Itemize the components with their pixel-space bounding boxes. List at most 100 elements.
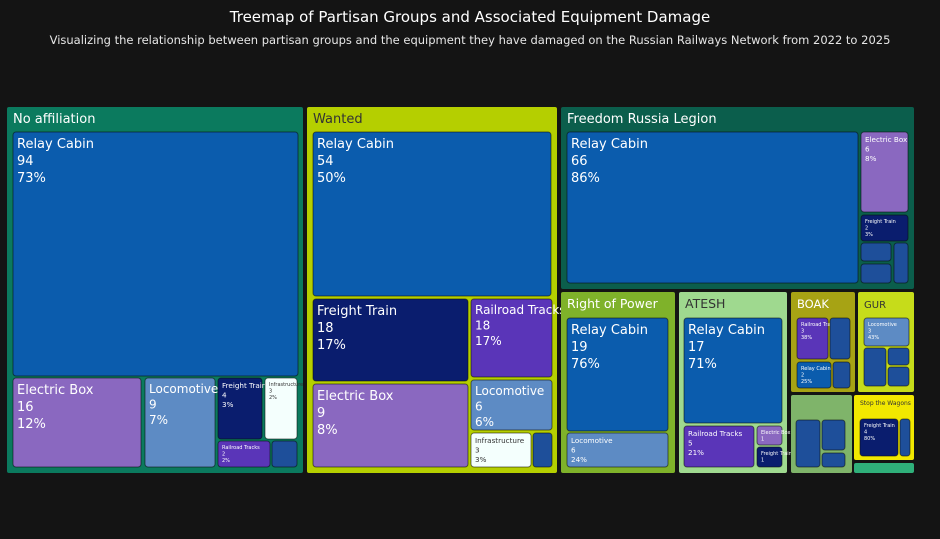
treemap-tile-relay-cabin[interactable]: Relay Cabin 54 50% bbox=[312, 131, 552, 297]
tile-percent: 3% bbox=[222, 400, 234, 409]
treemap-tile-small[interactable] bbox=[532, 432, 553, 468]
tile-rect[interactable] bbox=[860, 131, 909, 213]
tile-value: 3 bbox=[269, 389, 272, 395]
tile-label: Infrastructure bbox=[269, 382, 303, 388]
tile-rect[interactable] bbox=[796, 317, 829, 360]
tile-rect[interactable] bbox=[756, 425, 783, 446]
treemap-tile-small[interactable] bbox=[795, 419, 821, 468]
tile-rect[interactable] bbox=[821, 452, 846, 468]
treemap-tile-small[interactable] bbox=[887, 347, 910, 366]
tile-rect[interactable] bbox=[821, 419, 846, 451]
tile-rect[interactable] bbox=[312, 298, 469, 382]
tile-rect[interactable] bbox=[860, 214, 909, 242]
group-tile-unlabeled[interactable] bbox=[854, 463, 914, 473]
tile-rect[interactable] bbox=[832, 361, 851, 389]
tile-rect[interactable] bbox=[217, 440, 271, 468]
tile-rect[interactable] bbox=[470, 379, 553, 431]
tile-rect[interactable] bbox=[566, 432, 669, 468]
tile-label: Freight Train bbox=[865, 219, 896, 225]
treemap-group-atesh[interactable]: ATESH Relay Cabin 17 71% Railroad Tracks521%… bbox=[679, 292, 792, 473]
treemap-tile-relay-cabin[interactable]: Relay Cabin 17 71% bbox=[683, 317, 783, 424]
tile-rect[interactable] bbox=[860, 242, 892, 262]
tile-rect[interactable] bbox=[264, 377, 298, 440]
tile-rect[interactable] bbox=[860, 263, 892, 284]
tile-rect[interactable] bbox=[887, 366, 910, 387]
tile-rect[interactable] bbox=[863, 317, 910, 347]
tile-rect[interactable] bbox=[859, 418, 899, 457]
treemap-tile-relay-cabin[interactable]: Relay Cabin 94 73% bbox=[12, 131, 299, 377]
treemap-tile-small[interactable] bbox=[829, 317, 851, 360]
treemap-tile-small[interactable] bbox=[887, 366, 910, 387]
treemap-tile-small[interactable] bbox=[899, 418, 911, 457]
tile-rect[interactable] bbox=[796, 361, 832, 389]
tile-rect[interactable] bbox=[271, 440, 298, 468]
tile-rect[interactable] bbox=[683, 317, 783, 424]
tile-value: 6 bbox=[571, 446, 576, 455]
tile-rect[interactable] bbox=[217, 377, 263, 440]
treemap-tile-relay-cabin[interactable]: Relay Cabin 19 76% bbox=[566, 317, 669, 432]
tile-rect[interactable] bbox=[887, 347, 910, 366]
treemap-group-freedom-russia-legion[interactable]: Freedom Russia Legion Relay Cabin 66 86% Ele… bbox=[561, 107, 914, 289]
treemap-tile-small[interactable] bbox=[832, 361, 851, 389]
treemap-group-unlabeled[interactable] bbox=[791, 395, 852, 473]
tile-rect[interactable] bbox=[312, 131, 552, 297]
tile-rect[interactable] bbox=[144, 377, 216, 468]
treemap-tile-electric-box[interactable]: Electric Box 16 12% bbox=[12, 377, 142, 468]
treemap-tile-small[interactable] bbox=[863, 347, 887, 387]
tile-rect[interactable] bbox=[470, 432, 532, 468]
tile-rect[interactable] bbox=[532, 432, 553, 468]
tile-value: 3 bbox=[868, 329, 871, 335]
tile-rect[interactable] bbox=[893, 242, 909, 284]
treemap-tile-small[interactable] bbox=[860, 242, 892, 262]
tile-rect[interactable] bbox=[683, 425, 755, 468]
treemap-tile-relay-cabin[interactable]: Relay Cabin 66 86% bbox=[566, 131, 859, 284]
tile-rect[interactable] bbox=[795, 419, 821, 468]
treemap-tile-small[interactable] bbox=[860, 263, 892, 284]
tile-rect[interactable] bbox=[863, 347, 887, 387]
treemap-tile-freight-train[interactable]: Freight Train 18 17% bbox=[312, 298, 469, 382]
treemap-tile-small[interactable] bbox=[271, 440, 298, 468]
treemap-tile-electric-box[interactable]: Electric Box 9 8% bbox=[312, 383, 469, 468]
tile-label: Locomotive bbox=[571, 436, 613, 445]
treemap-tile-small[interactable] bbox=[893, 242, 909, 284]
tile-rect[interactable] bbox=[470, 298, 553, 378]
treemap-tile-small[interactable] bbox=[821, 452, 846, 468]
tile-rect[interactable] bbox=[566, 131, 859, 284]
tile-value: 9 bbox=[149, 398, 157, 412]
group-label-freedom-russia-legion: Freedom Russia Legion bbox=[567, 112, 717, 127]
treemap-tile-locomotive[interactable]: Locomotive 97% bbox=[144, 377, 218, 468]
tile-rect[interactable] bbox=[756, 446, 783, 468]
treemap-group-unlabeled[interactable] bbox=[854, 463, 914, 473]
treemap-group-right-of-power[interactable]: Right of Power Relay Cabin 19 76% Locomotive… bbox=[561, 292, 675, 473]
tile-rect[interactable] bbox=[566, 317, 669, 432]
tile-rect[interactable] bbox=[899, 418, 911, 457]
tile-rect[interactable] bbox=[829, 317, 851, 360]
tile-rect[interactable] bbox=[12, 131, 299, 377]
treemap-tile-locomotive[interactable]: Locomotive 66% bbox=[470, 379, 553, 431]
group-label-wanted: Wanted bbox=[313, 112, 363, 127]
treemap-tile-small[interactable] bbox=[821, 419, 846, 451]
tile-rect[interactable] bbox=[312, 383, 469, 468]
tile-rect[interactable] bbox=[12, 377, 142, 468]
